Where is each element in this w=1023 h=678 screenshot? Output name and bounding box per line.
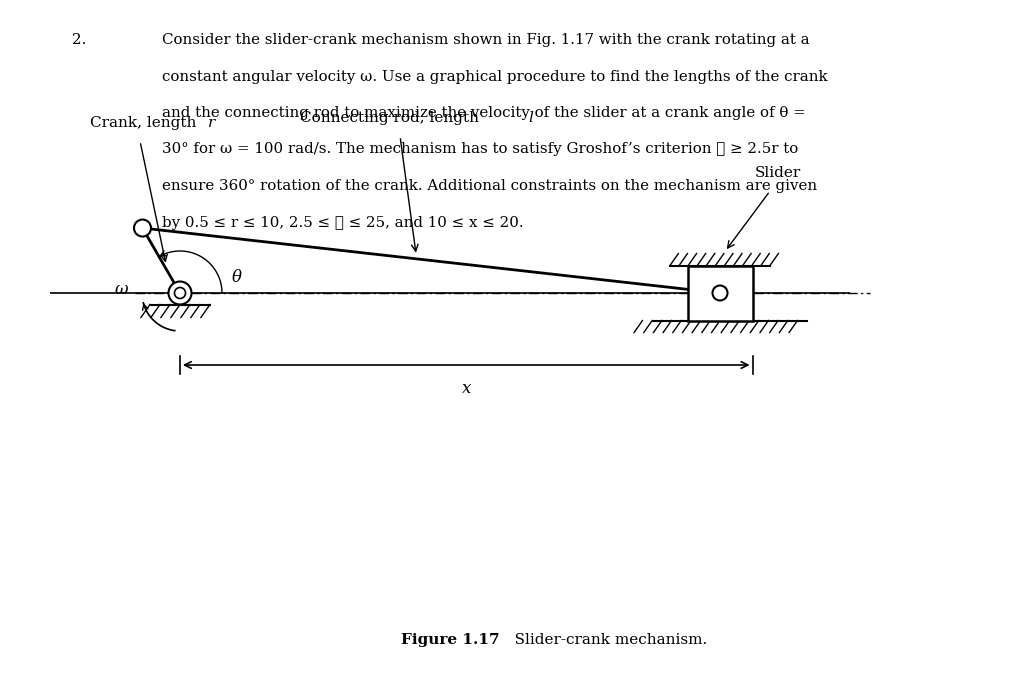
Text: Crank, length: Crank, length [90,116,202,130]
Text: Slider-crank mechanism.: Slider-crank mechanism. [500,633,707,647]
Text: and the connecting rod to maximize the velocity of the slider at a crank angle o: and the connecting rod to maximize the v… [162,106,806,120]
Text: r: r [208,116,215,130]
Text: constant angular velocity ω. Use a graphical procedure to find the lengths of th: constant angular velocity ω. Use a graph… [162,70,828,83]
Text: l: l [528,111,533,125]
Text: x: x [461,380,471,397]
Text: Consider the slider-crank mechanism shown in Fig. 1.17 with the crank rotating a: Consider the slider-crank mechanism show… [162,33,809,47]
Bar [687,266,753,321]
Text: 2.: 2. [72,33,96,47]
Circle shape [134,220,151,237]
Circle shape [169,281,191,304]
Text: Slider: Slider [755,166,801,180]
Text: Connecting rod, length: Connecting rod, length [300,111,484,125]
Circle shape [712,285,727,300]
Circle shape [175,287,185,298]
Text: ensure 360° rotation of the crank. Additional constraints on the mechanism are g: ensure 360° rotation of the crank. Addit… [162,179,817,193]
Text: Figure 1.17: Figure 1.17 [401,633,500,647]
Text: by 0.5 ≤ r ≤ 10, 2.5 ≤ ℓ ≤ 25, and 10 ≤ x ≤ 20.: by 0.5 ≤ r ≤ 10, 2.5 ≤ ℓ ≤ 25, and 10 ≤ … [162,216,524,229]
Text: ω: ω [115,281,128,298]
Text: 30° for ω = 100 rad/s. The mechanism has to satisfy Groshof’s criterion ℓ ≥ 2.5r: 30° for ω = 100 rad/s. The mechanism has… [162,142,798,157]
Text: θ: θ [232,269,242,287]
